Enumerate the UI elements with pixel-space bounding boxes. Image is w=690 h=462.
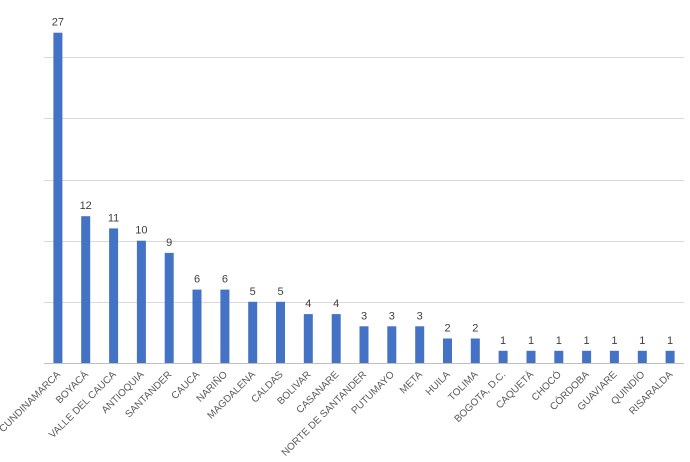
data-label-19: 1 (584, 335, 590, 347)
data-label-14: 2 (444, 323, 450, 335)
data-label-17: 1 (528, 335, 534, 347)
bar-19 (582, 350, 592, 363)
data-label-13: 3 (417, 310, 423, 322)
bar-2 (109, 228, 119, 363)
bar-3 (136, 240, 146, 363)
tick-label-13: META (398, 369, 425, 396)
bar-8 (276, 301, 285, 363)
bar-6 (220, 289, 230, 363)
data-label-0: 27 (52, 17, 64, 29)
data-label-9: 4 (305, 298, 311, 310)
bar-17 (526, 350, 536, 363)
bar-20 (609, 350, 619, 363)
bar-11 (359, 326, 369, 363)
data-label-15: 2 (472, 323, 478, 335)
data-label-12: 3 (389, 310, 395, 322)
data-label-6: 6 (222, 274, 228, 286)
bar-21 (637, 350, 647, 363)
bar-12 (387, 326, 397, 363)
bar-16 (498, 350, 508, 363)
bar-4 (164, 252, 174, 363)
bar-1 (81, 216, 91, 363)
bar-15 (470, 338, 480, 363)
data-label-10: 4 (333, 298, 339, 310)
data-label-20: 1 (611, 335, 617, 347)
bar-7 (248, 301, 258, 363)
bar-0 (53, 32, 63, 363)
data-label-8: 5 (277, 286, 283, 298)
data-label-3: 10 (135, 225, 147, 237)
data-label-18: 1 (556, 335, 562, 347)
bars (53, 32, 675, 363)
tick-label-0: CUNDINAMARCA (0, 369, 63, 435)
data-label-21: 1 (639, 335, 645, 347)
bar-5 (192, 289, 202, 363)
bar-10 (331, 314, 341, 363)
data-label-5: 6 (194, 274, 200, 286)
data-label-11: 3 (361, 310, 367, 322)
bar-18 (554, 350, 564, 363)
data-label-7: 5 (250, 286, 256, 298)
bar-22 (665, 350, 675, 363)
data-label-2: 11 (108, 212, 119, 224)
gridlines (44, 57, 684, 303)
data-label-4: 9 (166, 237, 172, 249)
data-label-22: 1 (667, 335, 673, 347)
data-label-16: 1 (500, 335, 506, 347)
bar-9 (303, 314, 313, 363)
bar-14 (443, 338, 452, 363)
bar-13 (415, 326, 425, 363)
data-label-1: 12 (80, 200, 92, 212)
